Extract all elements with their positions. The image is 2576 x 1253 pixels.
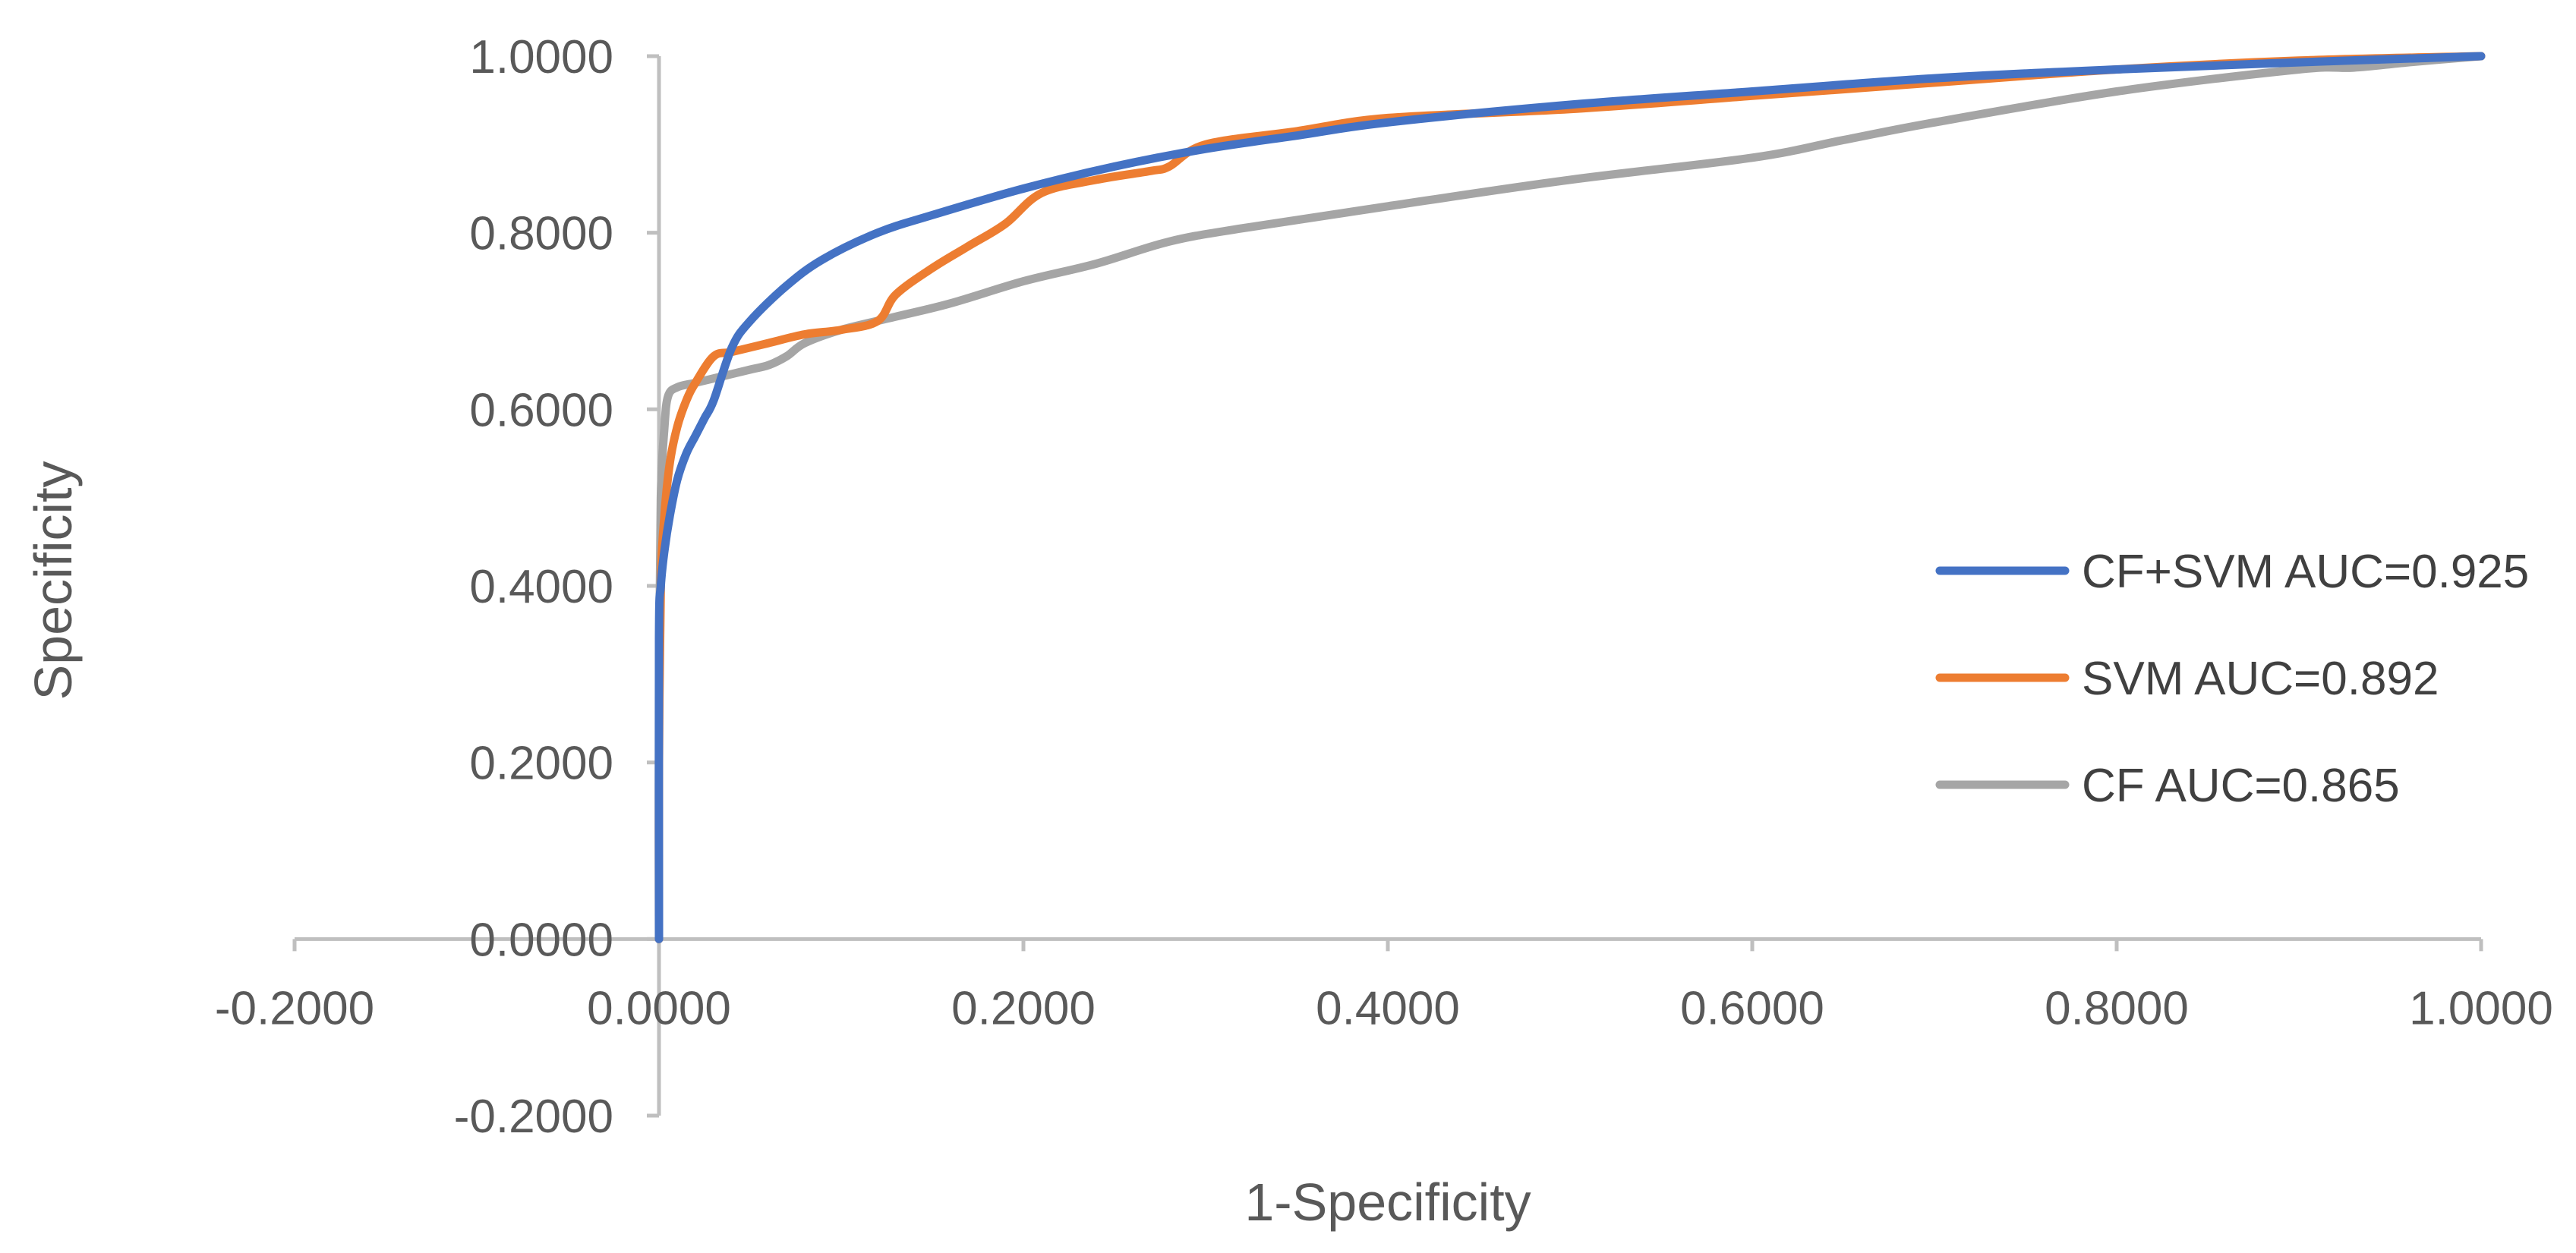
y-tick-label: 0.8000 bbox=[469, 208, 613, 260]
x-tick-label: 1.0000 bbox=[2409, 982, 2553, 1034]
x-tick-label: 0.4000 bbox=[1316, 982, 1460, 1034]
series-layer bbox=[654, 52, 2486, 943]
legend: CF+SVM AUC=0.925 SVM AUC=0.892 CF AUC=0.86… bbox=[1935, 546, 2529, 812]
series-line-cf bbox=[654, 52, 2486, 943]
x-tick-label: -0.2000 bbox=[215, 982, 374, 1034]
x-axis-title: 1-Specificity bbox=[1244, 1173, 1531, 1232]
x-tick-label: 0.2000 bbox=[951, 982, 1096, 1034]
y-tick-label: -0.2000 bbox=[454, 1091, 613, 1143]
legend-label-cf-svm: CF+SVM AUC=0.925 bbox=[2082, 546, 2529, 598]
x-tick-label: 0.0000 bbox=[587, 982, 731, 1034]
series-line-cf-svm bbox=[654, 52, 2486, 943]
x-tick-label: 0.6000 bbox=[1680, 982, 1824, 1034]
legend-label-svm: SVM AUC=0.892 bbox=[2082, 653, 2439, 705]
x-tick-label: 0.8000 bbox=[2045, 982, 2189, 1034]
series-line-svm bbox=[654, 52, 2486, 943]
y-tick-label: 1.0000 bbox=[469, 31, 613, 83]
y-tick-label: 0.6000 bbox=[469, 384, 613, 436]
y-tick-label: 0.2000 bbox=[469, 738, 613, 790]
axes: -0.2000 0.0000 0.2000 0.4000 0.6000 0.8000 1.0… bbox=[215, 31, 2553, 1143]
y-tick-label: 0.4000 bbox=[469, 561, 613, 613]
legend-label-cf: CF AUC=0.865 bbox=[2082, 760, 2400, 812]
y-tick-label: 0.0000 bbox=[469, 914, 613, 966]
y-axis-title: Specificity bbox=[24, 461, 83, 700]
